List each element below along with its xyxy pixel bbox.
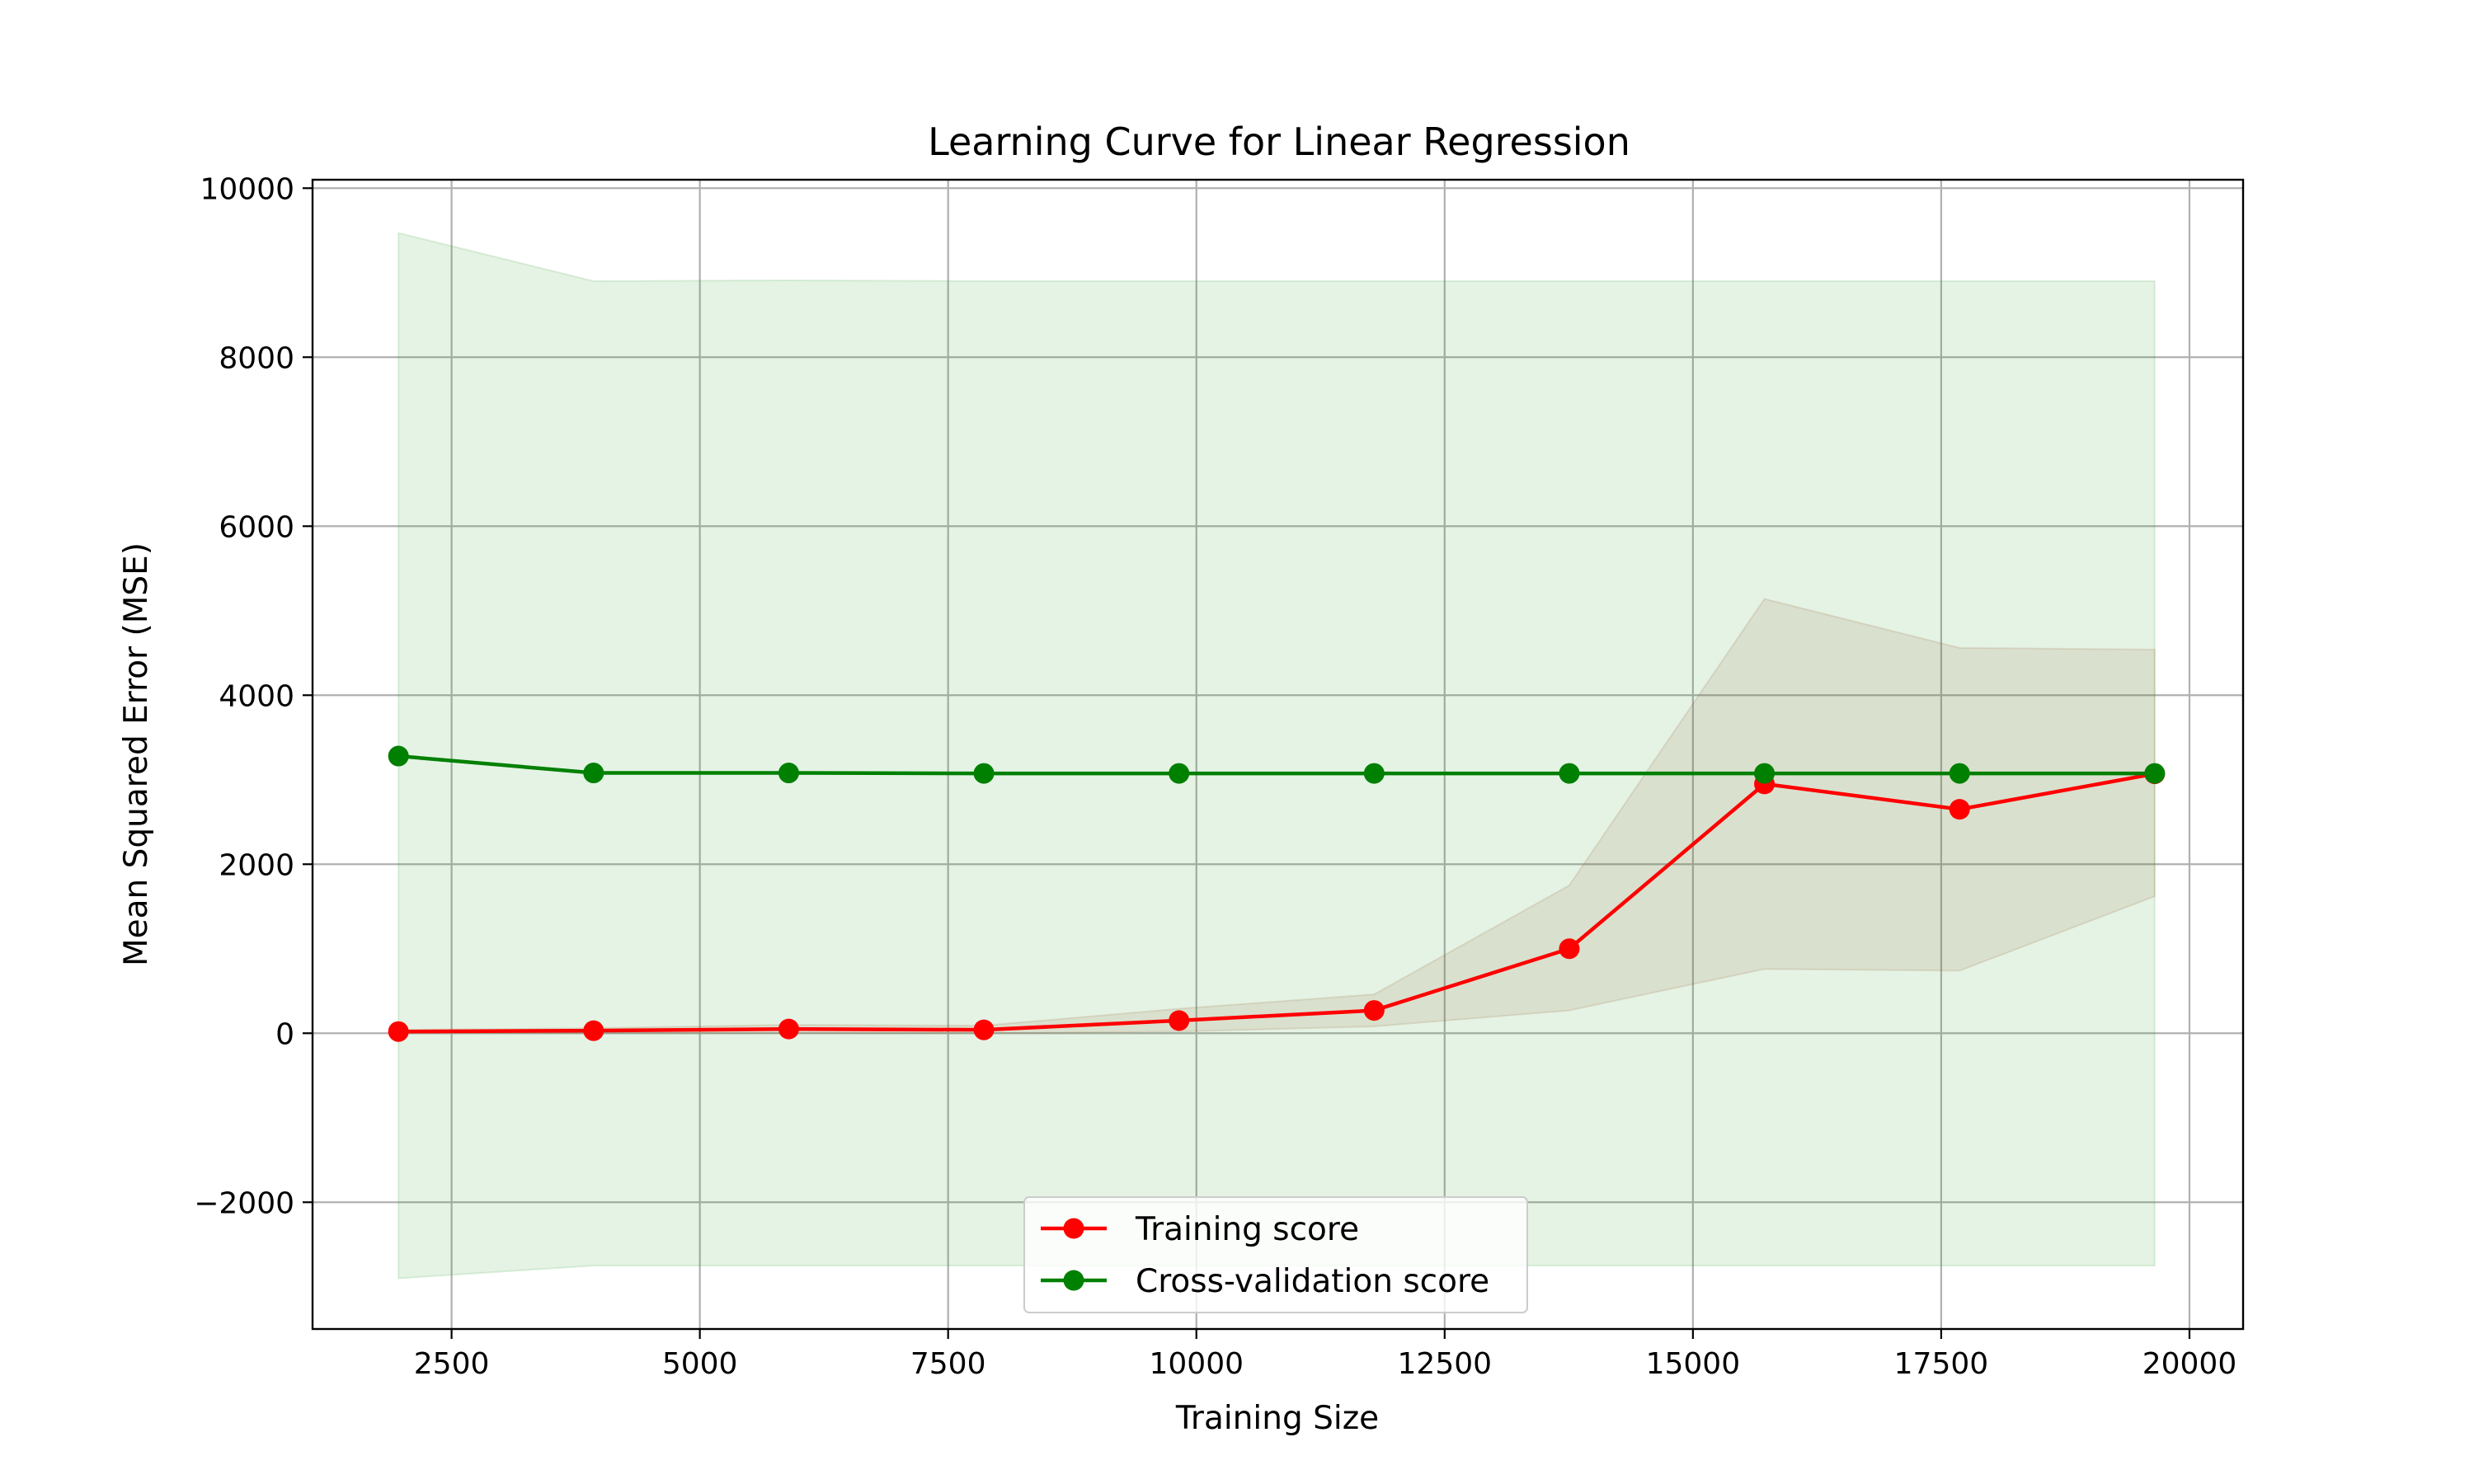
error-bands (397, 232, 2156, 1280)
y-tick-label: 2000 (219, 848, 294, 882)
training-score-band (397, 598, 2156, 1035)
y-tick-label: 6000 (219, 510, 294, 544)
training-score-point (778, 1018, 799, 1040)
x-tick-label: 10000 (1149, 1347, 1244, 1381)
y-tick-label: −2000 (194, 1186, 294, 1220)
cross-validation-score-point (1949, 763, 1970, 784)
training-score-point (1169, 1010, 1190, 1031)
x-tick-label: 17500 (1894, 1347, 1989, 1381)
x-tick-label: 12500 (1398, 1347, 1493, 1381)
series-points (388, 745, 2166, 1042)
y-axis-label: Mean Squared Error (MSE) (118, 542, 155, 966)
legend-swatch-marker (1063, 1218, 1084, 1239)
x-tick-label: 7500 (910, 1347, 986, 1381)
cross-validation-score-band (397, 232, 2156, 1280)
legend: Training score Cross-validation score (1023, 1196, 1528, 1313)
cross-validation-score-line (397, 754, 2155, 776)
cross-validation-score-point (1363, 763, 1385, 784)
x-tick-label: 2500 (414, 1347, 490, 1381)
legend-swatch-marker (1063, 1270, 1084, 1291)
cross-validation-score-point (778, 763, 799, 784)
training-score-point (583, 1020, 604, 1041)
cross-validation-score-point (1169, 763, 1190, 784)
training-score-point (1363, 1000, 1385, 1021)
y-tick-label: 4000 (219, 679, 294, 713)
training-score-point (1949, 799, 1970, 820)
plot-frame (311, 178, 2245, 1331)
legend-label: Cross-validation score (1136, 1263, 1489, 1300)
cross-validation-score-point (2144, 763, 2166, 784)
legend-box (1023, 1196, 1528, 1313)
grid (313, 180, 2243, 1329)
series-lines (397, 754, 2156, 1034)
x-axis-ticks: 2500 5000 7500 10000 12500 15000 17500 20000 (414, 1329, 2236, 1381)
y-tick-label: 8000 (219, 341, 294, 375)
y-axis-ticks: −2000 0 2000 4000 6000 8000 10000 (194, 172, 313, 1220)
y-tick-label: 10000 (200, 172, 294, 206)
x-tick-label: 15000 (1646, 1347, 1741, 1381)
training-score-line (398, 772, 2156, 1034)
legend-label: Training score (1135, 1211, 1359, 1248)
y-tick-label: 0 (275, 1017, 294, 1051)
chart-title: Learning Curve for Linear Regression (928, 120, 1630, 164)
cross-validation-score-point (1559, 763, 1580, 784)
cross-validation-score-point (973, 763, 995, 784)
x-tick-label: 20000 (2142, 1347, 2237, 1381)
cross-validation-score-point (1754, 763, 1776, 784)
training-score-point (973, 1019, 995, 1040)
x-tick-label: 5000 (662, 1347, 738, 1381)
training-score-point (1559, 938, 1580, 960)
x-axis-label: Training Size (1175, 1400, 1379, 1437)
cross-validation-score-point (388, 745, 409, 767)
cross-validation-score-point (583, 763, 604, 784)
training-score-point (388, 1021, 409, 1042)
